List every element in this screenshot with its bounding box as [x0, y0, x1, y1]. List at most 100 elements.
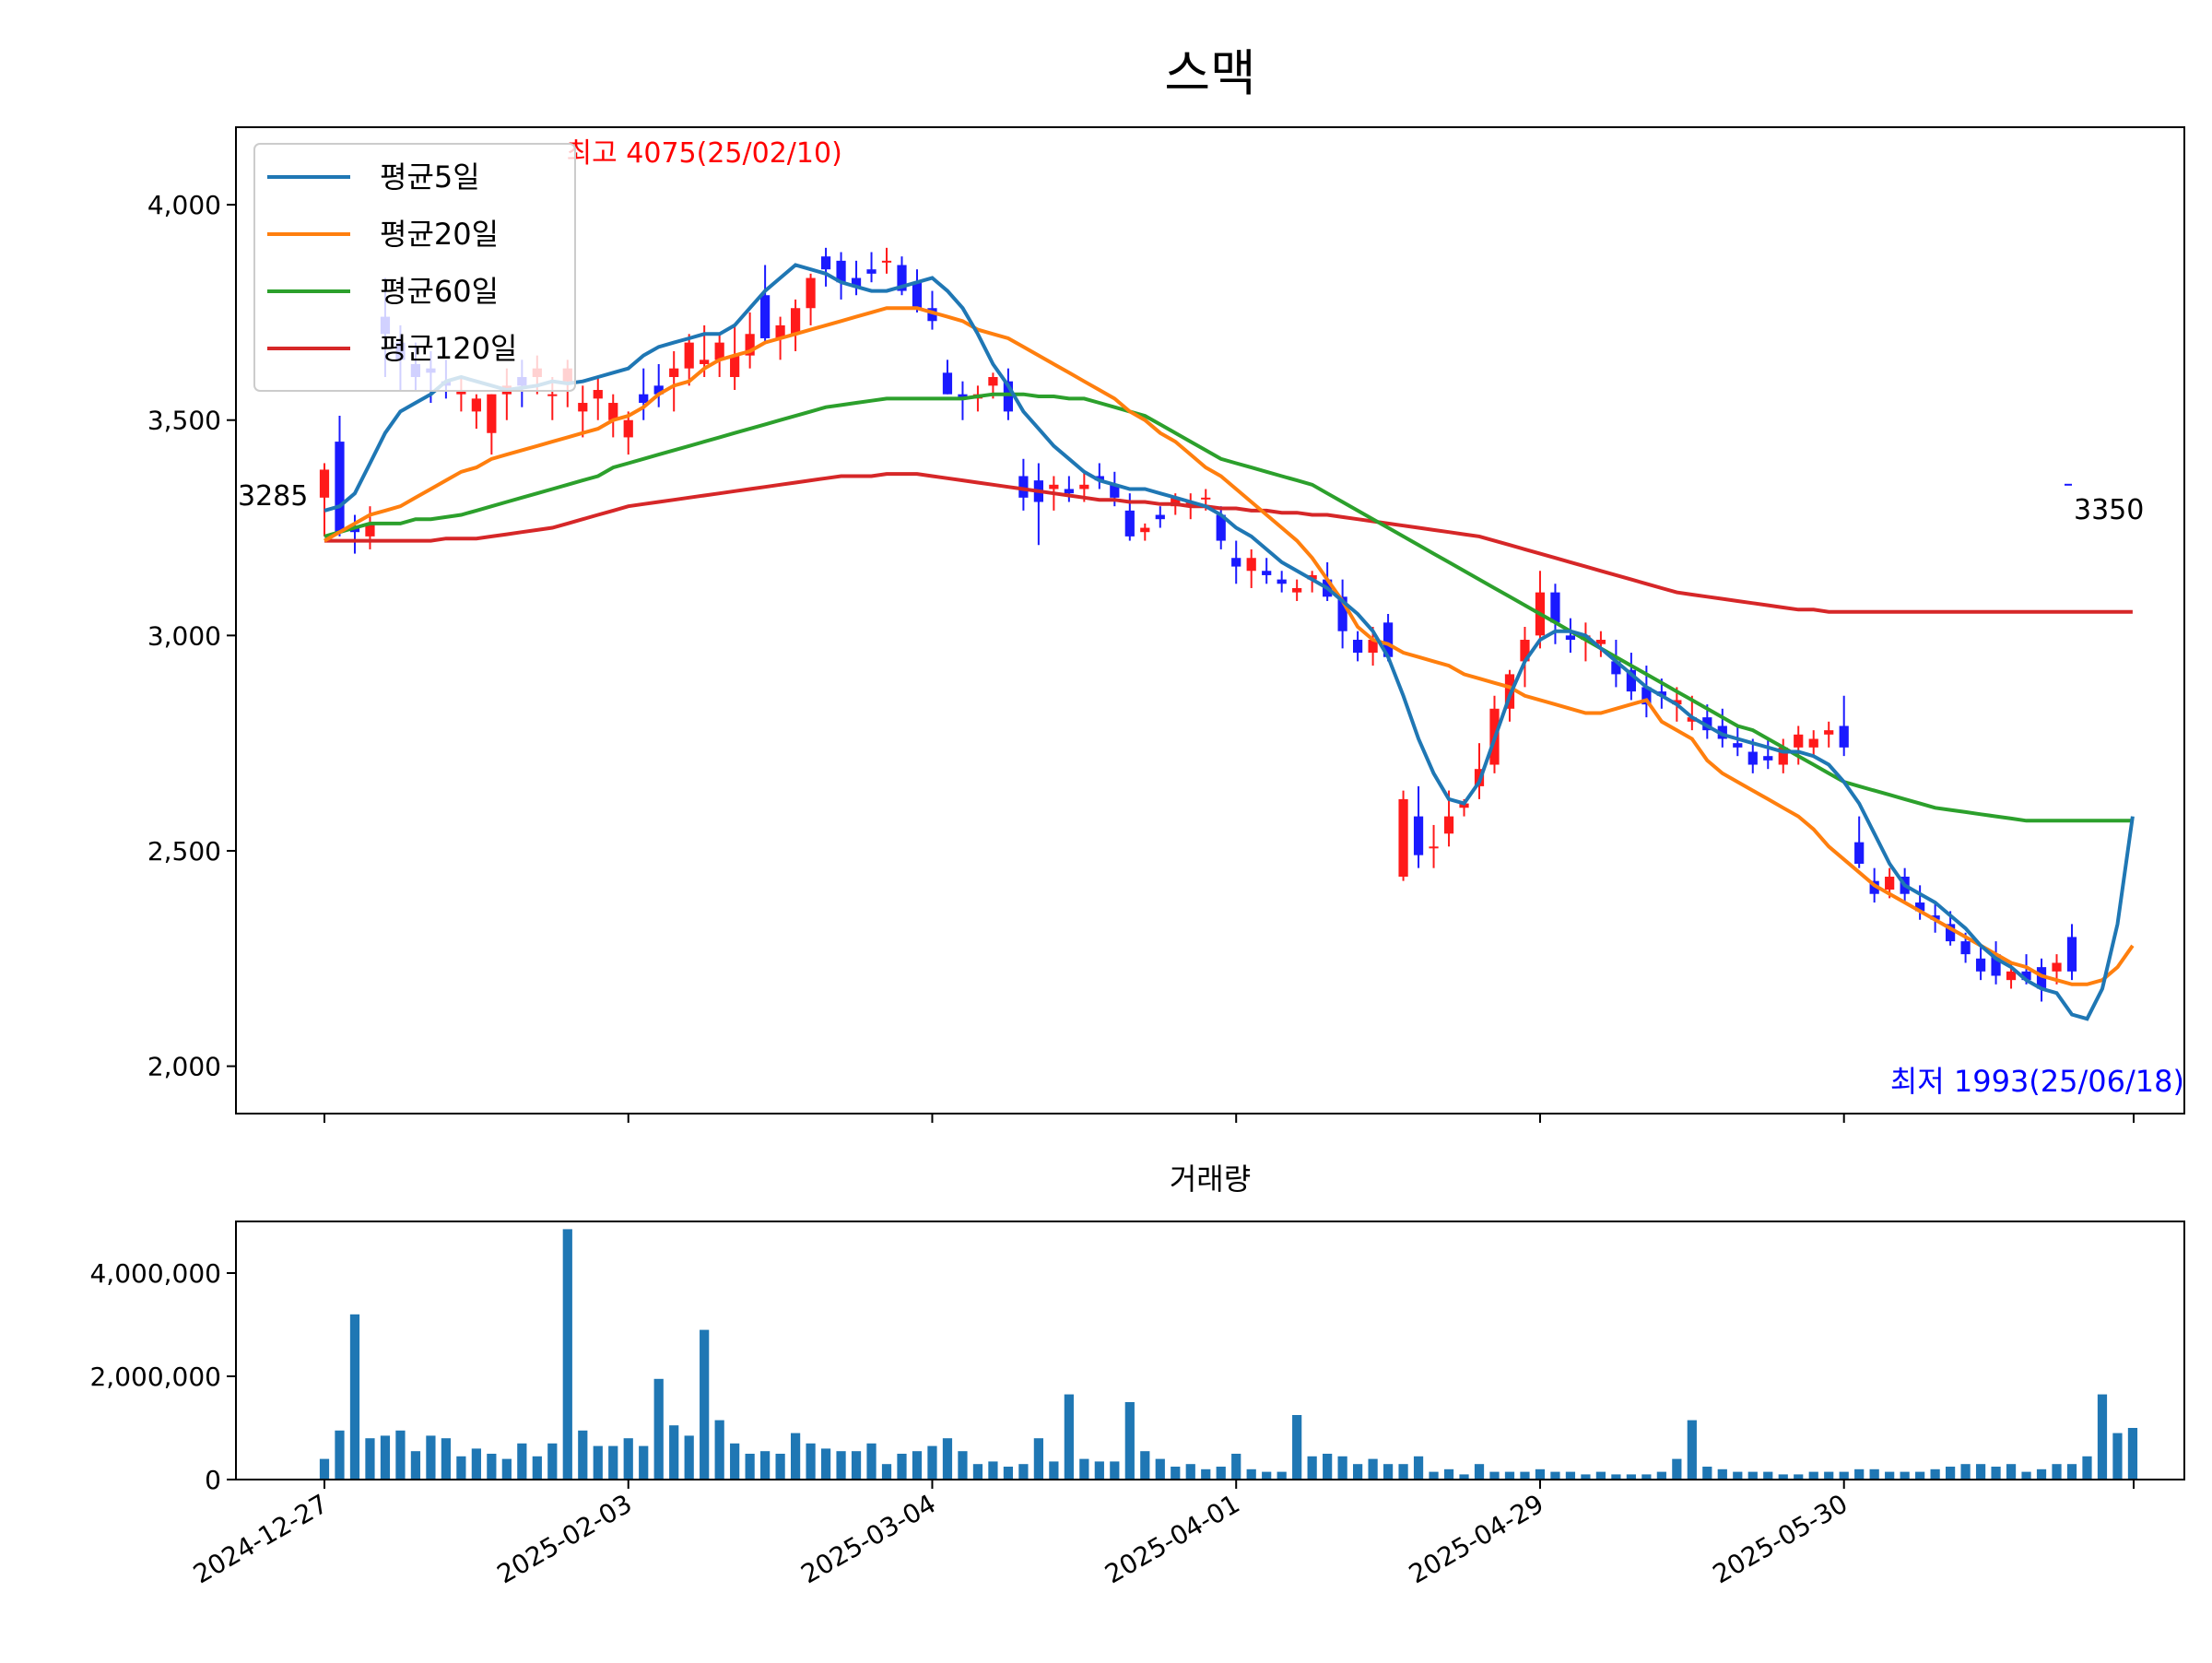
- candle-body: [927, 308, 937, 322]
- last-price-label: 3350: [2074, 494, 2144, 526]
- candle: [1094, 463, 1104, 489]
- candle-body: [2052, 962, 2062, 972]
- candle: [897, 256, 907, 296]
- candle-body: [684, 342, 694, 369]
- volume-bar: [1474, 1464, 1485, 1480]
- candle-body: [1018, 476, 1029, 498]
- volume-bar: [881, 1464, 892, 1480]
- volume-bar: [760, 1451, 771, 1480]
- candle: [1413, 785, 1424, 868]
- candle-body: [1429, 846, 1439, 849]
- candle: [745, 312, 755, 369]
- candle: [608, 394, 618, 438]
- volume-bar: [517, 1443, 527, 1480]
- volume-bar: [2112, 1433, 2123, 1480]
- volume-bar: [1185, 1464, 1195, 1480]
- volume-bar: [972, 1464, 983, 1480]
- candle-body: [1443, 816, 1454, 834]
- volume-bar: [471, 1448, 481, 1480]
- volume-bar: [1155, 1458, 1165, 1480]
- candle-body: [1398, 798, 1408, 878]
- volume-bar: [2021, 1471, 2031, 1480]
- y-tick-label: 2,500: [147, 836, 221, 867]
- candle-body: [1611, 661, 1621, 675]
- candle: [1277, 571, 1287, 593]
- candle-body: [2006, 971, 2017, 981]
- candle-body: [1459, 803, 1469, 808]
- candle-body: [988, 377, 998, 386]
- volume-bar: [1717, 1468, 1727, 1480]
- candle-body: [1641, 687, 1652, 705]
- candle: [820, 247, 831, 287]
- volume-bar: [730, 1443, 740, 1480]
- volume-bar: [319, 1458, 330, 1480]
- candle-body: [1687, 717, 1697, 722]
- volume-bar: [1747, 1471, 1758, 1480]
- candle-body: [1945, 924, 1956, 942]
- volume-bar: [1733, 1471, 1743, 1480]
- volume-bar: [1429, 1471, 1439, 1480]
- candle: [487, 394, 497, 455]
- volume-bar: [836, 1451, 846, 1480]
- y-tick-label: 2,000,000: [89, 1362, 221, 1392]
- candle: [669, 350, 679, 412]
- candle-body: [456, 390, 466, 395]
- candle-body: [958, 394, 968, 399]
- volume-bar: [1839, 1471, 1849, 1480]
- candle-body: [1277, 579, 1287, 584]
- candle: [1155, 506, 1165, 528]
- candle-body: [1808, 738, 1818, 748]
- volume-bar: [1641, 1474, 1652, 1480]
- candle-body: [365, 523, 375, 537]
- candle-body: [578, 403, 588, 412]
- candle: [1140, 523, 1150, 541]
- candle: [836, 252, 846, 300]
- volume-bar: [562, 1229, 572, 1480]
- volume-bar: [1292, 1415, 1302, 1480]
- y-tick-label: 4,000: [147, 190, 221, 220]
- candle-body: [593, 390, 603, 399]
- candle: [1794, 725, 1804, 765]
- volume-bar: [897, 1454, 907, 1480]
- volume-bar: [1960, 1464, 1971, 1480]
- candle-body: [1839, 725, 1849, 748]
- volume-bar: [1003, 1467, 1014, 1480]
- candle: [1064, 476, 1074, 502]
- volume-bar: [1337, 1456, 1347, 1480]
- candle-body: [335, 442, 345, 533]
- volume-bar: [1595, 1471, 1606, 1480]
- candle-body: [1763, 756, 1773, 761]
- candle: [1595, 631, 1606, 657]
- volume-bar: [1262, 1471, 1272, 1480]
- volume-bar: [380, 1435, 391, 1480]
- volume-bar: [1382, 1464, 1394, 1480]
- candle-body: [487, 394, 497, 433]
- volume-bar: [578, 1430, 588, 1480]
- candle: [1018, 458, 1029, 511]
- candle-body: [1930, 915, 1940, 920]
- candle-body: [653, 385, 664, 395]
- volume-bar: [1869, 1468, 1879, 1480]
- candle: [760, 265, 771, 343]
- volume-bar: [1672, 1458, 1682, 1480]
- candle-body: [1960, 941, 1971, 955]
- volume-bar: [1763, 1471, 1773, 1480]
- volume-bar: [1171, 1467, 1181, 1480]
- volume-bar: [1307, 1456, 1317, 1480]
- candle-body: [1869, 880, 1879, 894]
- volume-bar: [349, 1314, 360, 1480]
- candle: [653, 363, 664, 407]
- volume-bar: [851, 1451, 862, 1480]
- volume-bar: [669, 1425, 679, 1480]
- candle: [1854, 816, 1865, 868]
- candle-body: [1550, 592, 1560, 623]
- candle: [1429, 824, 1439, 868]
- volume-bar: [1794, 1474, 1804, 1480]
- candle-body: [1885, 877, 1895, 890]
- volume-bar: [365, 1438, 375, 1480]
- candle-body: [1140, 527, 1150, 533]
- volume-bar: [1550, 1471, 1560, 1480]
- candle-body: [1794, 734, 1804, 748]
